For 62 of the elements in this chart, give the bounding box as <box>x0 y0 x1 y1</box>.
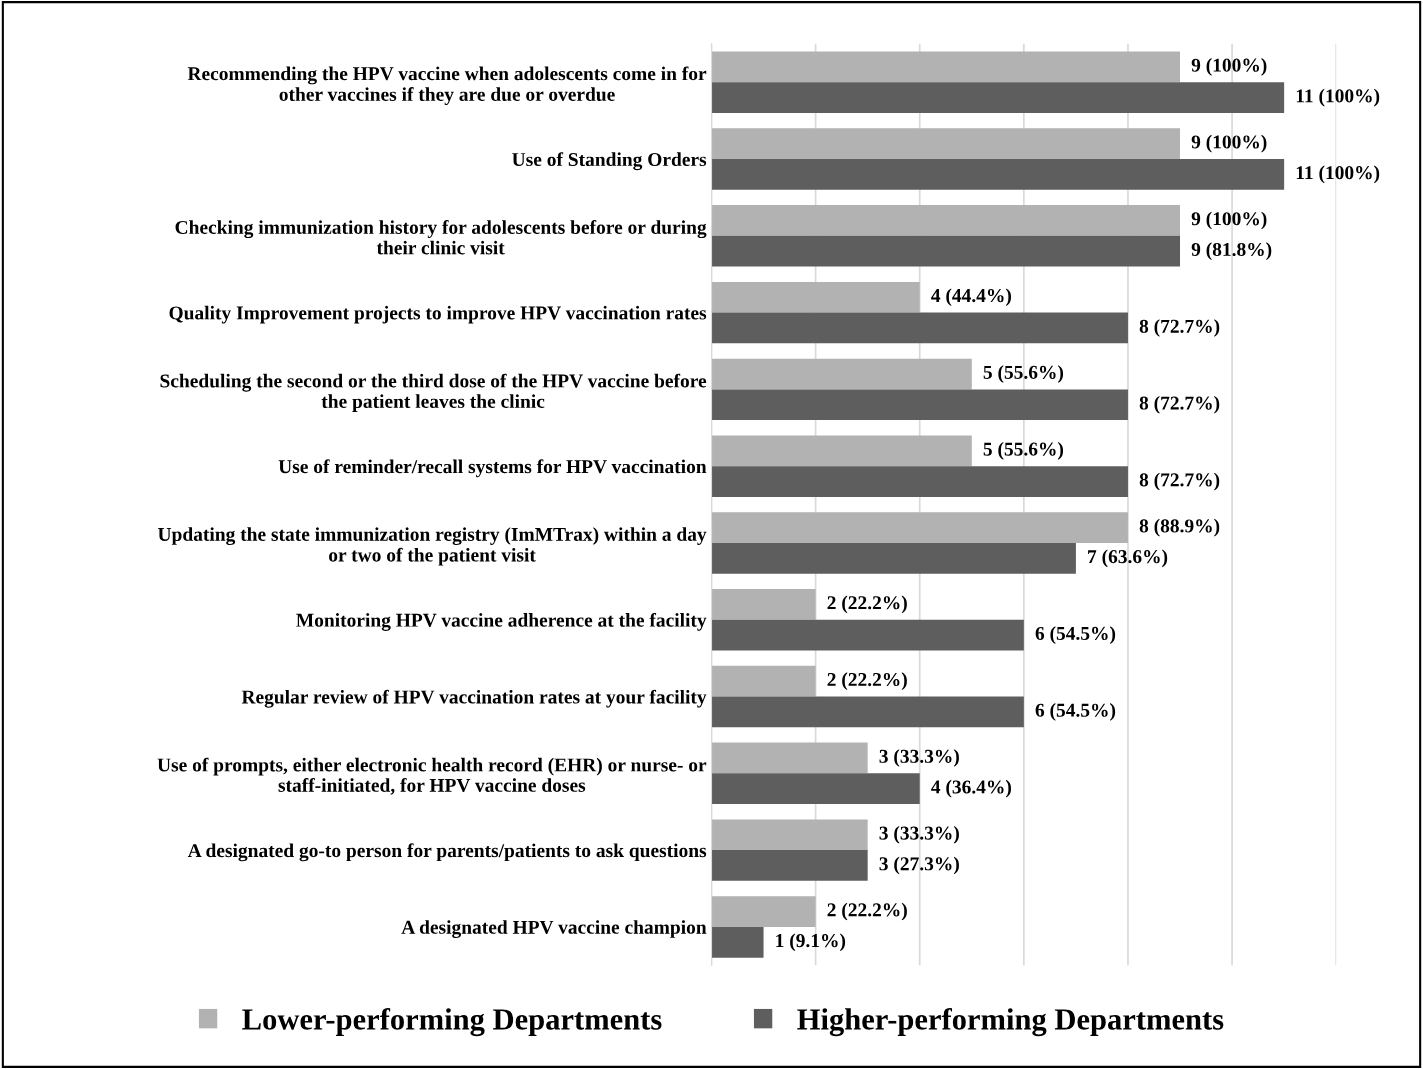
y-tick-label: Checking immunization history for adolescents before or during their clinic visit <box>175 220 707 255</box>
data-label: 9 (81.8%) <box>1191 242 1272 260</box>
data-label: 6 (54.5%) <box>1035 626 1116 644</box>
bar <box>711 435 972 467</box>
bar <box>711 696 1024 728</box>
bar <box>711 128 1181 160</box>
bar <box>711 82 1285 113</box>
bar <box>711 205 1181 236</box>
bar <box>711 235 1181 267</box>
bar <box>711 850 868 881</box>
data-label: 8 (88.9%) <box>1139 518 1220 537</box>
y-tick-label: Regular review of HPV vaccination rates at your facility <box>241 689 707 708</box>
data-label: 11 (100%) <box>1296 165 1380 184</box>
data-label: 9 (100%) <box>1191 58 1267 76</box>
bar <box>711 358 972 390</box>
data-label: 2 (22.2%) <box>827 902 907 921</box>
y-tick-label: Use of reminder/recall systems for HPV vaccination <box>278 459 707 478</box>
y-tick-label: Use of prompts, either electronic health record (EHR) or nurse- or staff-initiated, for HPV vaccine doses <box>157 757 707 795</box>
bar <box>711 773 920 805</box>
bar <box>711 542 1076 574</box>
data-label: 1 (9.1%) <box>776 933 846 952</box>
y-tick-label: Scheduling the second or the third dose of the HPV vaccine before the patient leaves the clinic <box>160 373 707 412</box>
bar <box>711 512 1128 543</box>
data-label: 8 (72.7%) <box>1139 472 1220 491</box>
y-tick-label: Monitoring HPV vaccine adherence at the facility <box>296 612 707 631</box>
bar <box>711 742 868 774</box>
data-label: 5 (55.6%) <box>983 442 1064 460</box>
bar <box>711 51 1181 83</box>
bar <box>711 589 816 620</box>
data-label: 2 (22.2%) <box>827 672 907 690</box>
data-label: 11 (100%) <box>1296 88 1380 107</box>
data-label: 6 (54.5%) <box>1035 703 1116 721</box>
data-label: 9 (100%) <box>1191 211 1267 230</box>
bar <box>711 819 868 851</box>
bar <box>711 896 816 927</box>
bar <box>711 281 920 313</box>
data-label: 3 (33.3%) <box>879 749 959 767</box>
data-label: 2 (22.2%) <box>827 595 907 614</box>
data-label: 7 (63.6%) <box>1088 549 1168 568</box>
bar <box>711 665 816 697</box>
data-label: 8 (72.7%) <box>1139 395 1220 414</box>
data-label: 3 (33.3%) <box>879 825 959 844</box>
legend-label: Lower-performing Departments <box>242 1007 662 1037</box>
bar <box>711 312 1128 344</box>
y-tick-label: Recommending the HPV vaccine when adolescents come in for other vaccines if they are due or overdue <box>187 66 707 105</box>
data-label: 5 (55.6%) <box>983 365 1064 383</box>
bar <box>711 389 1128 421</box>
y-tick-label: A designated go-to person for parents/patients to ask questions <box>187 843 707 862</box>
data-label: 8 (72.7%) <box>1139 319 1220 337</box>
y-tick-label: Quality Improvement projects to improve HPV vaccination rates <box>169 305 707 324</box>
data-label: 3 (27.3%) <box>879 856 959 875</box>
bar <box>711 159 1285 190</box>
bar <box>711 619 1024 651</box>
y-tick-label: Updating the state immunization registry (ImMTrax) within a day or two of the patient visit <box>158 527 707 566</box>
data-label: 4 (44.4%) <box>931 288 1011 307</box>
y-tick-label: A designated HPV vaccine champion <box>401 920 707 938</box>
bar <box>711 466 1128 497</box>
y-tick-label: Use of Standing Orders <box>512 152 707 171</box>
bar <box>711 926 764 958</box>
data-label: 9 (100%) <box>1191 134 1267 153</box>
data-label: 4 (36.4%) <box>931 779 1011 798</box>
legend-label: Higher-performing Departments <box>797 1007 1224 1037</box>
